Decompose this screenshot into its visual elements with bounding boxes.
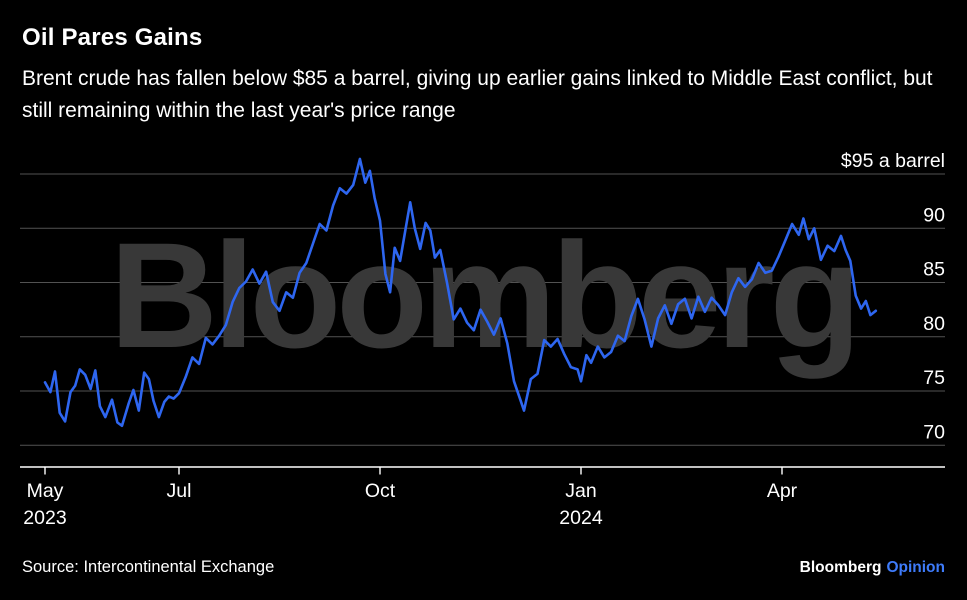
bloomberg-opinion-logo: Bloomberg Opinion bbox=[800, 559, 945, 577]
x-axis-label: Oct bbox=[365, 480, 396, 502]
y-axis-label: 90 bbox=[923, 204, 945, 226]
x-axis-year-label: 2023 bbox=[23, 507, 66, 529]
x-axis-label: May bbox=[27, 480, 64, 502]
y-axis-label: $95 a barrel bbox=[841, 150, 945, 172]
y-axis-label: 75 bbox=[923, 367, 945, 389]
page-title: Oil Pares Gains bbox=[22, 24, 203, 51]
x-axis-label: Apr bbox=[767, 480, 798, 502]
gridlines bbox=[20, 173, 945, 446]
y-axis-label: 85 bbox=[923, 259, 945, 281]
y-axis-label: 70 bbox=[923, 421, 945, 443]
axis-labels: $95 a barrel 90 85 80 75 70 May 2023 Jul Oct Jan 20… bbox=[23, 150, 945, 529]
source-note: Source: Intercontinental Exchange bbox=[22, 558, 275, 576]
bloomberg-watermark: Bloomberg bbox=[110, 211, 857, 379]
x-axis-label: Jan bbox=[565, 480, 596, 502]
x-axis-year-label: 2024 bbox=[559, 507, 603, 529]
price-line bbox=[43, 157, 878, 428]
price-line-series bbox=[43, 157, 878, 428]
logo-suffix-text: Opinion bbox=[886, 559, 945, 576]
chart-header: Oil Pares Gains Brent crude has fallen b… bbox=[22, 24, 947, 126]
x-axis-label: Jul bbox=[167, 480, 192, 502]
logo-brand-text: Bloomberg bbox=[799, 559, 882, 576]
axes bbox=[20, 466, 945, 475]
chart-subtitle: Brent crude has fallen below $85 a barre… bbox=[22, 67, 933, 122]
y-axis-label: 80 bbox=[923, 313, 945, 335]
